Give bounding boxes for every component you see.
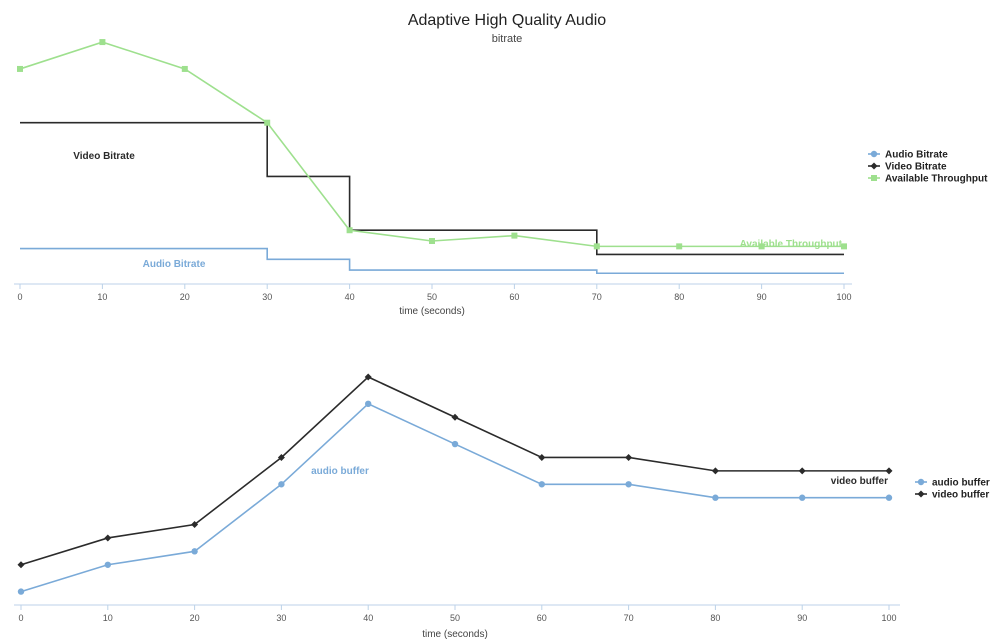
data-point-audio <box>451 440 459 448</box>
annotation-audio: Audio Bitrate <box>143 259 206 270</box>
data-point-throughput <box>17 65 23 72</box>
data-point-throughput <box>264 119 271 126</box>
x-tick-label: 20 <box>190 613 200 623</box>
series-throughput <box>17 39 847 250</box>
series-line-video <box>20 121 844 256</box>
data-point-audio <box>625 481 632 488</box>
x-tick-label: 60 <box>537 613 547 623</box>
legend-item-video: Video Bitrate <box>868 162 947 173</box>
series-line-throughput <box>19 41 844 248</box>
x-tick-label: 50 <box>427 292 437 302</box>
legend-item-throughput: Available Throughput <box>868 174 988 185</box>
legend-label: video buffer <box>932 490 989 501</box>
legend-label: Audio Bitrate <box>885 150 948 161</box>
series-video <box>20 121 844 256</box>
data-point-throughput <box>99 39 106 46</box>
data-point-video <box>104 534 112 542</box>
data-point-throughput <box>429 237 435 244</box>
x-tick-label: 0 <box>18 613 23 623</box>
buffer-chart: 0 10 20 30 40 50 60 70 80 90 100 time (seconds) audi… <box>14 373 990 640</box>
legend-item-audio: Audio Bitrate <box>868 150 948 161</box>
series-audio <box>17 400 893 595</box>
x-axis-title: time (seconds) <box>399 306 465 317</box>
legend-marker <box>917 490 925 498</box>
data-point-video <box>625 453 633 461</box>
x-tick-label: 30 <box>262 292 272 302</box>
annotation-audio: audio buffer <box>311 466 369 477</box>
legend-label: audio buffer <box>932 478 990 489</box>
data-point-video <box>191 521 199 529</box>
x-tick-label: 80 <box>674 292 684 302</box>
x-tick-label: 80 <box>710 613 720 623</box>
data-point-throughput <box>841 243 847 250</box>
x-tick-label: 100 <box>836 292 851 302</box>
chart-subtitle: bitrate <box>492 33 523 45</box>
x-tick-label: 90 <box>757 292 767 302</box>
x-tick-label: 70 <box>624 613 634 623</box>
data-point-audio <box>538 481 545 488</box>
legend-item-video: video buffer <box>915 490 989 501</box>
data-point-audio <box>191 548 198 555</box>
data-point-throughput <box>593 243 600 250</box>
data-point-audio <box>278 481 285 488</box>
data-point-video <box>711 467 719 475</box>
x-tick-label: 50 <box>450 613 460 623</box>
annotation-video: Video Bitrate <box>73 151 135 162</box>
data-point-audio <box>712 494 719 501</box>
data-point-audio <box>799 494 806 501</box>
x-tick-label: 40 <box>345 292 355 302</box>
legend-item-audio: audio buffer <box>915 478 990 489</box>
x-tick-label: 70 <box>592 292 602 302</box>
data-point-audio <box>17 588 25 595</box>
data-point-video <box>451 413 459 421</box>
legend-marker <box>871 175 877 181</box>
data-point-video <box>798 467 806 475</box>
chart-title: Adaptive High Quality Audio <box>408 12 606 29</box>
data-point-audio <box>104 561 112 568</box>
annotation-throughput: Available Throughput <box>740 239 843 250</box>
data-point-throughput <box>346 227 353 234</box>
series-line-video <box>20 376 889 566</box>
series-line-audio <box>20 402 889 593</box>
legend-marker <box>870 150 878 158</box>
data-point-audio <box>885 494 893 501</box>
data-point-audio <box>365 400 372 408</box>
data-point-video <box>538 453 546 461</box>
data-point-throughput <box>181 65 188 72</box>
bitrate-chart: 0 10 20 30 40 50 60 70 80 90 100 time (seconds) Audi… <box>14 39 988 317</box>
data-point-throughput <box>758 243 765 250</box>
x-tick-label: 20 <box>180 292 190 302</box>
data-point-video <box>277 453 285 461</box>
data-point-throughput <box>676 243 683 250</box>
series-audio <box>20 247 844 275</box>
legend-label: Available Throughput <box>885 174 988 185</box>
legend-marker <box>870 162 878 170</box>
data-point-video <box>364 373 372 381</box>
legend-marker <box>917 478 925 486</box>
data-point-video <box>885 467 893 475</box>
x-tick-label: 10 <box>103 613 113 623</box>
x-tick-label: 0 <box>17 292 22 302</box>
legend-label: Video Bitrate <box>885 162 947 173</box>
x-tick-label: 30 <box>276 613 286 623</box>
series-line-audio <box>20 247 844 275</box>
data-point-video <box>17 561 25 569</box>
data-point-throughput <box>511 232 518 239</box>
x-tick-label: 100 <box>881 613 896 623</box>
x-tick-label: 90 <box>797 613 807 623</box>
x-tick-label: 40 <box>363 613 373 623</box>
annotation-video: video buffer <box>831 476 888 487</box>
x-axis-title: time (seconds) <box>422 629 488 640</box>
x-tick-label: 10 <box>97 292 107 302</box>
series-video <box>17 373 893 569</box>
x-tick-label: 60 <box>509 292 519 302</box>
